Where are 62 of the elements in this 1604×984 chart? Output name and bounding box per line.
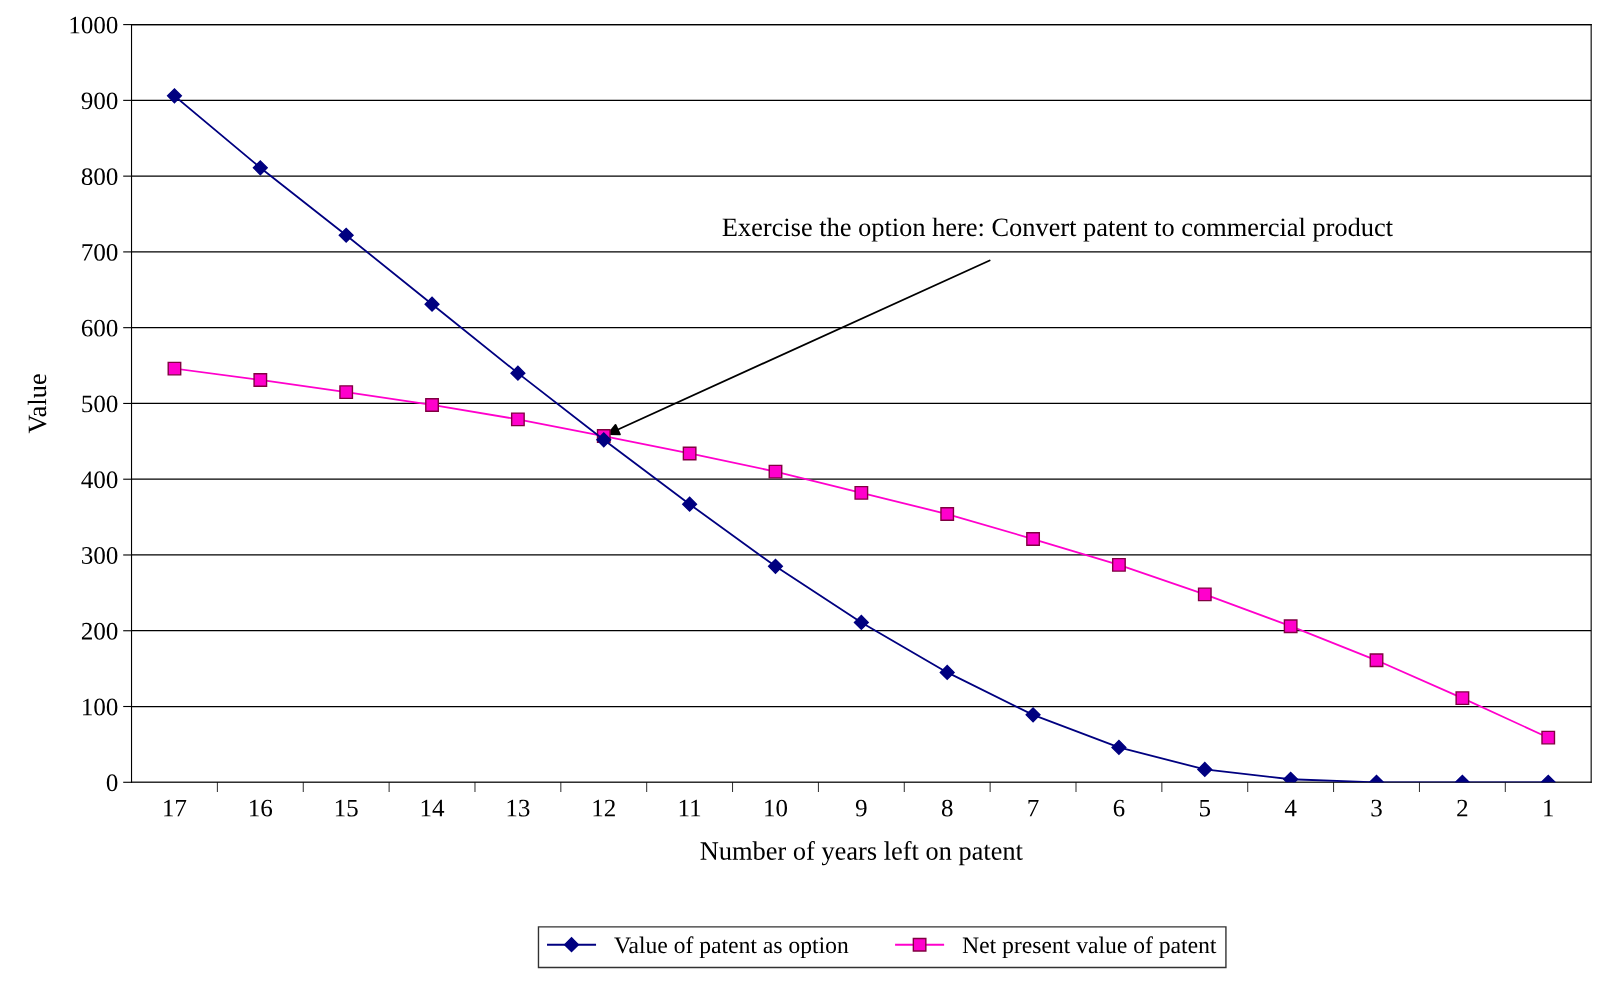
point	[1283, 619, 1298, 634]
point	[682, 496, 698, 512]
point	[1111, 557, 1126, 572]
y-tick-label: 500	[82, 395, 118, 413]
annotation: Exercise the option here: Convert patent to commercial product	[722, 217, 1393, 242]
x-tick-label: 1	[1544, 799, 1553, 817]
x-tick-label: 10	[765, 799, 788, 817]
x-tick-label: 17	[164, 799, 187, 817]
point	[1197, 761, 1213, 777]
x-tick-label: 5	[1200, 799, 1211, 817]
point	[939, 664, 955, 680]
legend-label: Value of patent as option	[614, 936, 849, 959]
x-tick-label: 14	[421, 799, 445, 817]
point	[940, 507, 955, 522]
x-axis-title: Number of years left on patent	[700, 841, 1023, 866]
point	[682, 446, 697, 461]
x-tick-label: 16	[250, 799, 273, 817]
point	[253, 373, 268, 387]
point	[338, 227, 354, 243]
y-tick-label: 100	[83, 698, 118, 716]
y-tick-label: 800	[81, 168, 118, 186]
y-tick-label: 300	[82, 547, 118, 564]
point	[167, 361, 182, 376]
point	[252, 160, 268, 176]
x-tick-label: 2	[1457, 799, 1468, 817]
point	[1369, 653, 1384, 668]
point	[854, 485, 869, 500]
y-tick-label: 0	[106, 774, 118, 792]
point	[510, 365, 526, 381]
point	[768, 464, 783, 479]
point	[1111, 739, 1127, 755]
legend-label: Net present value of patent	[962, 936, 1217, 959]
x-tick-label: 6	[1113, 799, 1125, 817]
point	[1197, 587, 1212, 602]
x-tick-label: 8	[941, 799, 953, 817]
x-tick-label: 15	[335, 799, 358, 817]
y-tick-label: 200	[81, 622, 118, 640]
y-tick-label: 1000	[70, 16, 118, 34]
point	[166, 88, 183, 104]
x-tick-label: 3	[1371, 799, 1382, 817]
point	[1541, 730, 1556, 745]
point	[1026, 532, 1041, 547]
x-tick-label: 12	[593, 799, 615, 817]
x-tick-label: 4	[1284, 799, 1297, 817]
x-tick-label: 13	[507, 799, 530, 817]
y-tick-label: 900	[81, 92, 118, 110]
point	[853, 614, 869, 630]
y-tick-label: 600	[81, 319, 118, 337]
point	[339, 385, 354, 400]
x-tick-label: 7	[1028, 799, 1039, 817]
y-tick-label: 400	[81, 471, 118, 489]
point	[767, 558, 784, 574]
point	[424, 296, 440, 312]
point	[425, 398, 439, 412]
y-tick-label: 700	[82, 243, 118, 261]
x-tick-label: 11	[679, 799, 701, 817]
point	[1455, 691, 1470, 706]
point	[1025, 707, 1041, 723]
y-axis-title: Value	[27, 374, 47, 434]
point	[510, 412, 525, 427]
point	[596, 432, 612, 448]
x-tick-label: 9	[855, 799, 867, 817]
